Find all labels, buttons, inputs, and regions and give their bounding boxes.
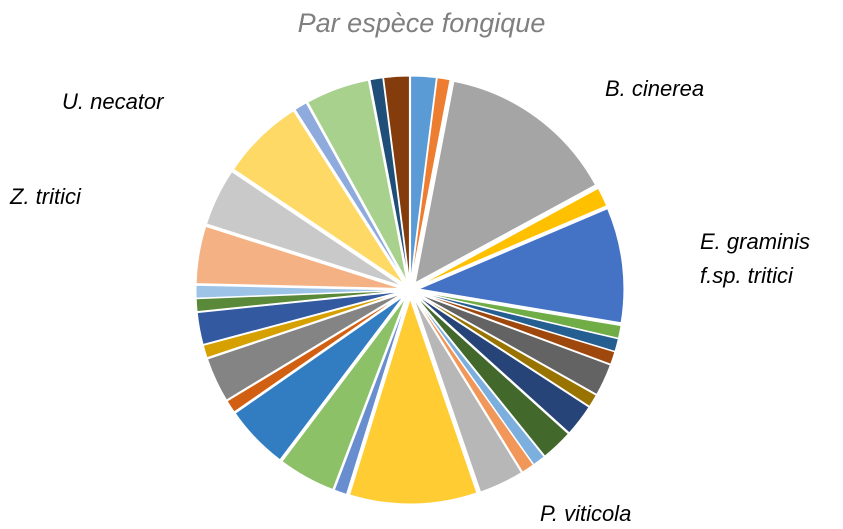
pie-slice [410,77,451,282]
pie-slice [281,297,407,491]
pie-slice [348,297,478,505]
pie-slice [369,77,410,282]
slice-label: Z. tritici [10,184,81,209]
pie-slice [232,110,405,284]
pie-slice [195,225,402,290]
pie-slice [195,290,402,313]
chart-title: Par espèce fongique [297,8,546,38]
pie-slice [294,102,406,283]
pie-slice [307,79,408,282]
pie-slice [418,291,622,339]
slice-label: E. graminis f.sp. tritici [700,229,811,288]
pie-slice [418,292,616,365]
pie-slice [417,207,625,324]
pie-slice [333,298,408,495]
pie-slice [414,80,597,284]
pie-slice [206,293,403,401]
slice-label: U. necator [62,89,164,114]
pie-slice [416,295,590,434]
pie-slice [417,293,612,396]
pie-slice [415,296,570,457]
pie-slice [418,291,619,352]
pie-slice [410,75,437,282]
pie-slice [234,295,404,461]
pie-slice [417,294,597,408]
pie-slice [383,75,410,282]
pie-slice [202,292,402,359]
pie-slice [195,284,402,299]
pie-slice [417,187,608,287]
pie-slice [205,170,403,287]
pie-slice [413,297,523,493]
slice-label: B. cinerea [605,76,705,101]
slice-label: P. viticola [540,501,632,526]
pie-slice [226,294,403,413]
pie-slice [415,296,545,466]
pie-slice [414,297,535,473]
pie-slice [196,291,402,346]
